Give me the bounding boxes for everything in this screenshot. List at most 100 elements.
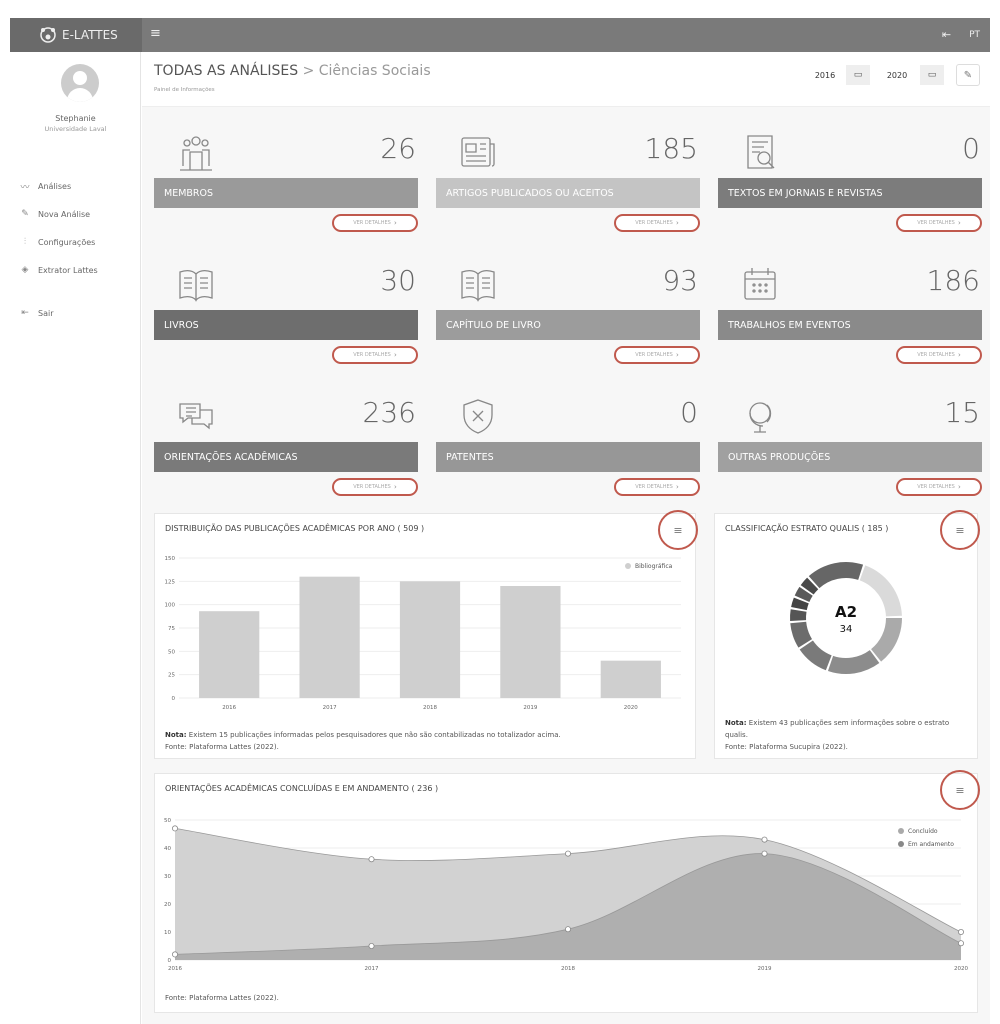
stat-value: 15 xyxy=(944,396,980,429)
x-tick-label: 2020 xyxy=(624,705,638,711)
stat-label-bar: TRABALHOS EM EVENTOS xyxy=(718,310,982,340)
y-tick-label: 75 xyxy=(168,626,175,632)
stat-value: 30 xyxy=(380,264,416,297)
stat-label-bar: ARTIGOS PUBLICADOS OU ACEITOS xyxy=(436,178,700,208)
y-tick-label: 10 xyxy=(164,930,171,936)
stat-label-bar: LIVROS xyxy=(154,310,418,340)
stat-value: 236 xyxy=(362,396,416,429)
stat-label: TEXTOS EM JORNAIS E REVISTAS xyxy=(728,187,883,199)
bar-2020 xyxy=(600,660,661,698)
sidebar-item-analises[interactable]: 〰 Análises xyxy=(20,180,71,193)
y-tick-label: 0 xyxy=(172,696,176,702)
app-logo[interactable]: E-LATTES xyxy=(10,18,142,52)
chat-icon xyxy=(179,403,213,430)
ver-detalhes-button[interactable]: VER DETALHES › xyxy=(614,346,700,364)
stat-value: 185 xyxy=(644,132,698,165)
donut-slice-3 xyxy=(799,640,832,671)
year-to-field[interactable]: 2020 xyxy=(882,65,912,85)
breadcrumb-separator: > xyxy=(302,63,315,79)
trend-line-icon: 〰 xyxy=(20,183,30,193)
sidebar-item-label: Nova Análise xyxy=(38,209,91,219)
donut-slice-6 xyxy=(791,597,809,611)
legend-marker xyxy=(898,828,904,834)
document-search-icon xyxy=(747,135,775,169)
donut-center-value: 34 xyxy=(840,624,853,635)
edit-pencil-icon[interactable]: ✎ xyxy=(956,64,980,86)
legend-label: Bibliográfica xyxy=(635,563,673,570)
stat-card-orienta-es-acad-micas: 236 ORIENTAÇÕES ACADÊMICAS VER DETALHES › xyxy=(154,396,418,498)
y-tick-label: 0 xyxy=(168,958,172,964)
stat-card-membros: 26 MEMBROS VER DETALHES › xyxy=(154,132,418,234)
legend-marker xyxy=(898,841,904,847)
layers-icon: ◈ xyxy=(21,265,29,275)
area-1 xyxy=(175,853,961,960)
x-tick-label: 2019 xyxy=(523,705,537,711)
x-tick-label: 2016 xyxy=(222,705,236,711)
x-tick-label: 2017 xyxy=(323,705,337,711)
ver-detalhes-button[interactable]: VER DETALHES › xyxy=(614,214,700,232)
qualis-menu-icon[interactable]: ≡ xyxy=(940,510,980,550)
publications-menu-icon[interactable]: ≡ xyxy=(658,510,698,550)
donut-slice-7 xyxy=(794,586,813,602)
stat-label: ORIENTAÇÕES ACADÊMICAS xyxy=(164,451,298,463)
page-caption: Painel de Informações xyxy=(154,87,215,93)
avatar[interactable] xyxy=(61,64,99,102)
stat-label-bar: TEXTOS EM JORNAIS E REVISTAS xyxy=(718,178,982,208)
data-point xyxy=(958,929,965,936)
y-tick-label: 30 xyxy=(164,874,171,880)
bar-2019 xyxy=(500,586,561,698)
year-from-field[interactable]: 2016 xyxy=(810,65,840,85)
stat-value: 186 xyxy=(926,264,980,297)
stat-label: LIVROS xyxy=(164,319,199,331)
donut-center-label: A2 xyxy=(835,603,857,621)
orientations-menu-icon[interactable]: ≡ xyxy=(940,770,980,810)
orientations-title: ORIENTAÇÕES ACADÊMICAS CONCLUÍDAS E EM A… xyxy=(165,784,439,793)
ver-detalhes-button[interactable]: VER DETALHES › xyxy=(896,346,982,364)
y-tick-label: 25 xyxy=(168,673,175,679)
x-tick-label: 2020 xyxy=(954,966,968,972)
breadcrumb-root[interactable]: TODAS AS ANÁLISES xyxy=(154,63,299,79)
book-chapter-icon xyxy=(461,270,495,302)
orientations-area-chart: 0 10 20 30 40 50 Concluído Em andamento 2016 2017… xyxy=(164,818,968,972)
y-tick-label: 100 xyxy=(165,603,176,609)
breadcrumb-current: Ciências Sociais xyxy=(318,63,431,79)
y-tick-label: 40 xyxy=(164,846,171,852)
ver-detalhes-button[interactable]: VER DETALHES › xyxy=(332,478,418,496)
donut-slice-4 xyxy=(790,621,813,648)
sidebar-item-sair[interactable]: ⇤ Sair xyxy=(20,308,53,318)
people-icon xyxy=(180,136,212,171)
publications-title: DISTRIBUIÇÃO DAS PUBLICAÇÕES ACADÊMICAS … xyxy=(165,524,425,533)
bar-2018 xyxy=(399,581,461,698)
stat-label-bar: PATENTES xyxy=(436,442,700,472)
ver-detalhes-button[interactable]: VER DETALHES › xyxy=(896,214,982,232)
calendar-to-icon[interactable]: ▭ xyxy=(920,65,944,85)
y-tick-label: 20 xyxy=(164,902,171,908)
y-tick-label: 50 xyxy=(168,649,175,655)
calendar-from-icon[interactable]: ▭ xyxy=(846,65,870,85)
ver-detalhes-button[interactable]: VER DETALHES › xyxy=(896,478,982,496)
donut-slice-1 xyxy=(871,617,902,662)
sidebar-item-extrator-lattes[interactable]: ◈ Extrator Lattes xyxy=(20,265,98,275)
ver-detalhes-button[interactable]: VER DETALHES › xyxy=(332,214,418,232)
publications-panel: DISTRIBUIÇÃO DAS PUBLICAÇÕES ACADÊMICAS … xyxy=(154,510,698,759)
donut-slice-0 xyxy=(859,565,902,617)
main-content: TODAS AS ANÁLISES > Ciências Sociais Pai… xyxy=(142,52,990,1024)
app-name: E-LATTES xyxy=(62,28,118,42)
x-tick-label: 2017 xyxy=(365,966,379,972)
sidebar: Stephanie Universidade Laval 〰 Análises … xyxy=(10,52,141,1024)
stat-label-bar: ORIENTAÇÕES ACADÊMICAS xyxy=(154,442,418,472)
hamburger-menu-icon[interactable]: ≡ xyxy=(150,26,161,41)
stat-value: 26 xyxy=(380,132,416,165)
ver-detalhes-button[interactable]: VER DETALHES › xyxy=(332,346,418,364)
data-point xyxy=(958,940,965,947)
ver-detalhes-button[interactable]: VER DETALHES › xyxy=(614,478,700,496)
sidebar-item-nova-analise[interactable]: ✎ Nova Análise xyxy=(20,209,90,219)
top-bar: E-LATTES ≡ ⇤ PT xyxy=(10,18,990,52)
sidebar-item-label: Análises xyxy=(38,182,72,191)
bar-2017 xyxy=(299,576,360,698)
legend-label: Em andamento xyxy=(908,841,954,848)
sidebar-item-configuracoes[interactable]: ⫶ Configurações xyxy=(20,237,95,247)
language-switch[interactable]: PT xyxy=(969,29,980,40)
logout-top-icon[interactable]: ⇤ xyxy=(941,28,952,41)
data-point xyxy=(761,836,768,843)
